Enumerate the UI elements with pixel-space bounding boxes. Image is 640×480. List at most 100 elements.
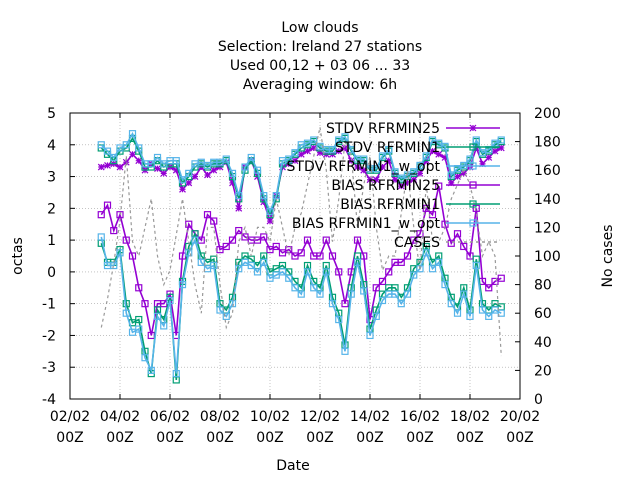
- data-point: [385, 157, 393, 165]
- chart-title: Low clouds Selection: Ireland 27 stations…: [218, 20, 422, 93]
- data-point: [428, 265, 437, 273]
- data-point: [441, 281, 449, 289]
- data-point: [303, 236, 312, 244]
- data-point: [435, 150, 443, 158]
- data-point: [360, 166, 368, 174]
- data-point: [122, 236, 130, 244]
- data-point: [410, 168, 418, 176]
- data-point: [404, 179, 411, 187]
- data-point: [454, 173, 461, 180]
- data-point: [416, 161, 424, 170]
- data-point: [266, 207, 274, 216]
- data-point: [285, 274, 293, 282]
- legend-label: STDV RFRMIN25: [326, 121, 440, 137]
- x-tick-label: 00Z: [506, 430, 533, 446]
- title-line: Averaging window: 6h: [243, 77, 397, 93]
- data-point: [466, 312, 474, 320]
- legend-label: BIAS RFRMIN1_w_opt: [292, 216, 441, 232]
- data-point: [429, 147, 436, 155]
- data-point: [303, 268, 312, 276]
- y-tick-label: -3: [42, 360, 56, 376]
- legend-label: STDV RFRMIN1: [335, 140, 440, 156]
- data-point: [422, 249, 430, 257]
- data-point: [316, 252, 324, 260]
- data-point: [154, 165, 161, 173]
- data-point: [172, 369, 180, 378]
- data-point: [147, 366, 155, 374]
- axes: -4 -3 -2 -1 0 1 2 3 4 5 0 20 40 60 80 100 120 140 160 180 20…: [42, 106, 561, 446]
- data-point: [135, 284, 143, 292]
- data-point: [97, 163, 105, 171]
- data-point: [235, 204, 243, 212]
- data-point: [172, 166, 180, 174]
- data-point: [116, 211, 124, 219]
- y-tick-label: -4: [42, 392, 56, 408]
- data-point: [391, 168, 399, 176]
- data-point: [447, 171, 455, 179]
- data-point: [378, 277, 387, 286]
- data-point: [447, 179, 455, 187]
- y-tick-label: 5: [47, 106, 56, 122]
- data-point: [360, 287, 368, 295]
- legend: STDV RFRMIN25 STDV RFRMIN1 STDV RFRMIN1_w_…: [287, 121, 500, 251]
- data-point: [122, 141, 130, 149]
- data-point: [129, 150, 136, 158]
- x-tick-label: 14/02: [350, 409, 390, 425]
- data-point: [379, 163, 386, 171]
- data-point: [328, 252, 337, 260]
- title-line: Selection: Ireland 27 stations: [218, 39, 422, 55]
- data-point: [341, 347, 349, 355]
- data-point: [485, 312, 493, 320]
- data-point: [403, 290, 412, 298]
- y2-tick-label: 60: [534, 306, 552, 322]
- title-line: Used 00,12 + 03 06 ... 33: [230, 58, 410, 74]
- data-point: [372, 284, 380, 292]
- data-point: [460, 242, 468, 251]
- title-line: Low clouds: [281, 20, 358, 36]
- data-point: [285, 246, 293, 254]
- data-point: [185, 179, 193, 187]
- data-point: [229, 179, 236, 187]
- data-point: [435, 258, 443, 266]
- data-point: [285, 155, 293, 163]
- x-tick-label: 00Z: [406, 430, 433, 446]
- data-point: [228, 169, 237, 177]
- data-point: [97, 211, 105, 219]
- data-point: [210, 217, 218, 225]
- data-point: [203, 211, 212, 219]
- x-tick-label: 00Z: [106, 430, 133, 446]
- data-point: [222, 155, 230, 163]
- data-point: [391, 290, 399, 298]
- x-tick-label: 06/02: [150, 409, 190, 425]
- x-tick-label: 16/02: [400, 409, 440, 425]
- data-point: [235, 265, 243, 273]
- legend-label: STDV RFRMIN1_w_opt: [287, 159, 441, 175]
- data-point: [110, 226, 118, 235]
- data-point: [472, 136, 480, 144]
- data-point: [447, 300, 455, 308]
- data-point: [247, 153, 255, 162]
- data-point: [485, 154, 493, 161]
- data-point: [378, 296, 387, 305]
- data-point: [497, 274, 505, 282]
- data-point: [253, 166, 262, 174]
- data-point: [397, 258, 405, 266]
- data-point: [497, 136, 505, 144]
- series-line: [100, 127, 502, 357]
- data-point: [278, 268, 287, 276]
- data-point: [397, 182, 405, 190]
- data-point: [210, 261, 218, 270]
- data-point: [447, 239, 455, 247]
- y2-tick-label: 180: [534, 135, 561, 151]
- y-axis-label: octas: [10, 237, 26, 275]
- series-line: [100, 231, 502, 380]
- x-tick-label: 12/02: [300, 409, 340, 425]
- y2-tick-label: 40: [534, 335, 552, 351]
- data-point: [479, 160, 486, 168]
- data-point: [335, 315, 343, 324]
- data-point: [385, 268, 393, 276]
- series-cases: [100, 127, 502, 357]
- data-point: [178, 281, 187, 289]
- data-point: [341, 133, 349, 141]
